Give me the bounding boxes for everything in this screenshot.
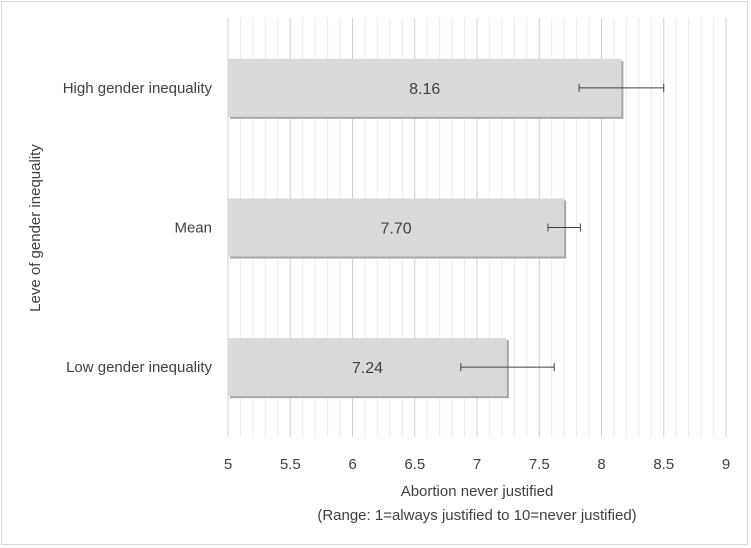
x-tick-label: 7 bbox=[473, 456, 481, 473]
x-tick-label: 9 bbox=[722, 456, 730, 473]
x-tick-label: 6.5 bbox=[404, 456, 425, 473]
x-tick-label: 8.5 bbox=[653, 456, 674, 473]
x-tick-label: 5 bbox=[224, 456, 232, 473]
category-labels: High gender inequality Mean Low gender ine… bbox=[63, 80, 213, 376]
x-axis-subtitle: (Range: 1=always justified to 10=never j… bbox=[317, 507, 636, 524]
x-tick-label: 6 bbox=[348, 456, 356, 473]
bar-value-label: 8.16 bbox=[409, 81, 440, 98]
category-label: Low gender inequality bbox=[66, 359, 212, 376]
category-label: Mean bbox=[174, 220, 212, 237]
x-tick-label: 5.5 bbox=[280, 456, 301, 473]
bar-value-label: 7.24 bbox=[352, 360, 383, 377]
x-tick-label: 7.5 bbox=[529, 456, 550, 473]
bar-value-labels: 8.16 7.70 7.24 bbox=[352, 81, 441, 377]
category-label: High gender inequality bbox=[63, 80, 213, 97]
bar bbox=[228, 58, 622, 117]
x-tick-label: 8 bbox=[597, 456, 605, 473]
y-axis-title: Leve of gender inequality bbox=[27, 144, 44, 312]
bar-value-label: 7.70 bbox=[381, 221, 412, 238]
x-axis-title: Abortion never justified bbox=[401, 483, 554, 500]
error-bars bbox=[460, 83, 665, 372]
bars bbox=[228, 58, 624, 399]
bar bbox=[228, 198, 565, 257]
x-tick-labels: 5 5.5 6 6.5 7 7.5 8 8.5 9 bbox=[224, 456, 730, 473]
